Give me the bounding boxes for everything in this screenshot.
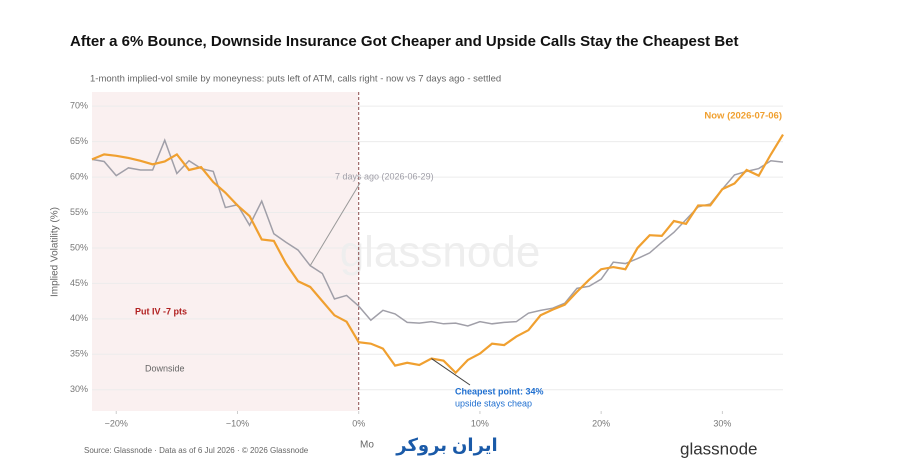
y-tick-label: 50% <box>70 242 88 252</box>
series-line <box>91 138 784 327</box>
y-tick-label: 65% <box>70 136 88 146</box>
chart-subtitle: 1-month implied-vol smile by moneyness: … <box>90 74 501 85</box>
logo: glassnode <box>680 439 758 458</box>
x-tick-label: −10% <box>226 418 249 428</box>
x-tick-label: 0% <box>352 418 365 428</box>
annotation: Downside <box>145 363 185 373</box>
series-line <box>91 133 784 375</box>
watermark: glassnode <box>340 228 541 277</box>
annotation: upside stays cheap <box>455 398 532 408</box>
downside-shade <box>92 92 358 411</box>
y-tick-label: 70% <box>70 101 88 111</box>
x-tick-label: −20% <box>105 418 128 428</box>
y-tick-label: 40% <box>70 313 88 323</box>
overlay-logo: ایران بروکر <box>395 435 497 456</box>
x-tick-label: 10% <box>471 418 489 428</box>
y-tick-label: 60% <box>70 171 88 181</box>
y-tick-label: 30% <box>70 384 88 394</box>
x-tick-label: 20% <box>592 418 610 428</box>
annotation: Put IV -7 pts <box>135 306 187 316</box>
source: Source: Glassnode · Data as of 6 Jul 202… <box>84 446 309 455</box>
y-tick-label: 45% <box>70 278 88 288</box>
y-tick-label: 35% <box>70 349 88 359</box>
legend-label: Now (2026-07-06) <box>704 111 782 122</box>
y-tick-label: 55% <box>70 207 88 217</box>
legend-label: 7 days ago (2026-06-29) <box>335 171 434 181</box>
chart-title: After a 6% Bounce, Downside Insurance Go… <box>70 33 739 50</box>
annotation-arrow <box>309 182 361 266</box>
x-axis-label: Mo <box>360 440 374 451</box>
y-axis-label: Implied Volatility (%) <box>50 207 61 297</box>
annotation-arrow <box>431 358 471 386</box>
x-tick-label: 30% <box>713 418 731 428</box>
annotation: Cheapest point: 34% <box>455 386 544 396</box>
